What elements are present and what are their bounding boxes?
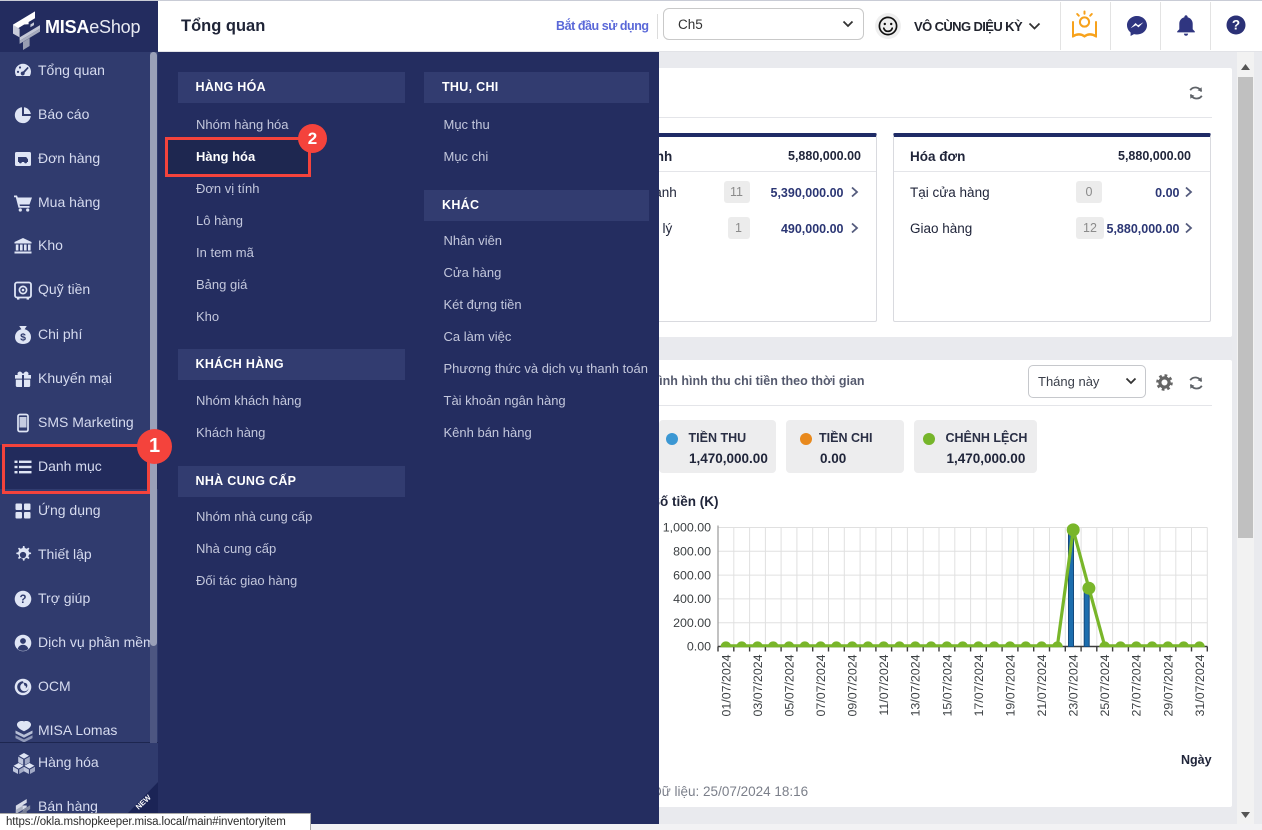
svg-text:13/07/2024: 13/07/2024 xyxy=(909,654,923,716)
svg-text:600.00: 600.00 xyxy=(673,568,711,582)
svg-text:05/07/2024: 05/07/2024 xyxy=(782,654,796,716)
svg-text:25/07/2024: 25/07/2024 xyxy=(1098,654,1112,716)
svg-text:29/07/2024: 29/07/2024 xyxy=(1161,654,1175,716)
svg-text:400.00: 400.00 xyxy=(673,592,711,606)
svg-text:?: ? xyxy=(1232,18,1240,33)
svg-text:17/07/2024: 17/07/2024 xyxy=(972,654,986,716)
svg-text:09/07/2024: 09/07/2024 xyxy=(846,654,860,716)
svg-text:07/07/2024: 07/07/2024 xyxy=(814,654,828,716)
svg-text:19/07/2024: 19/07/2024 xyxy=(1003,654,1017,716)
svg-text:200.00: 200.00 xyxy=(673,616,711,630)
svg-text:$: $ xyxy=(20,331,26,343)
svg-text:21/07/2024: 21/07/2024 xyxy=(1035,654,1049,716)
svg-text:?: ? xyxy=(19,594,26,606)
svg-text:800.00: 800.00 xyxy=(673,545,711,559)
svg-text:23/07/2024: 23/07/2024 xyxy=(1067,654,1081,716)
svg-text:11/07/2024: 11/07/2024 xyxy=(877,654,891,715)
svg-text:0.00: 0.00 xyxy=(687,640,711,654)
svg-text:01/07/2024: 01/07/2024 xyxy=(719,654,733,716)
svg-text:03/07/2024: 03/07/2024 xyxy=(751,654,765,716)
svg-text:27/07/2024: 27/07/2024 xyxy=(1130,654,1144,716)
svg-text:15/07/2024: 15/07/2024 xyxy=(940,654,954,716)
svg-text:1,000.00: 1,000.00 xyxy=(663,521,711,535)
svg-text:31/07/2024: 31/07/2024 xyxy=(1193,654,1207,716)
